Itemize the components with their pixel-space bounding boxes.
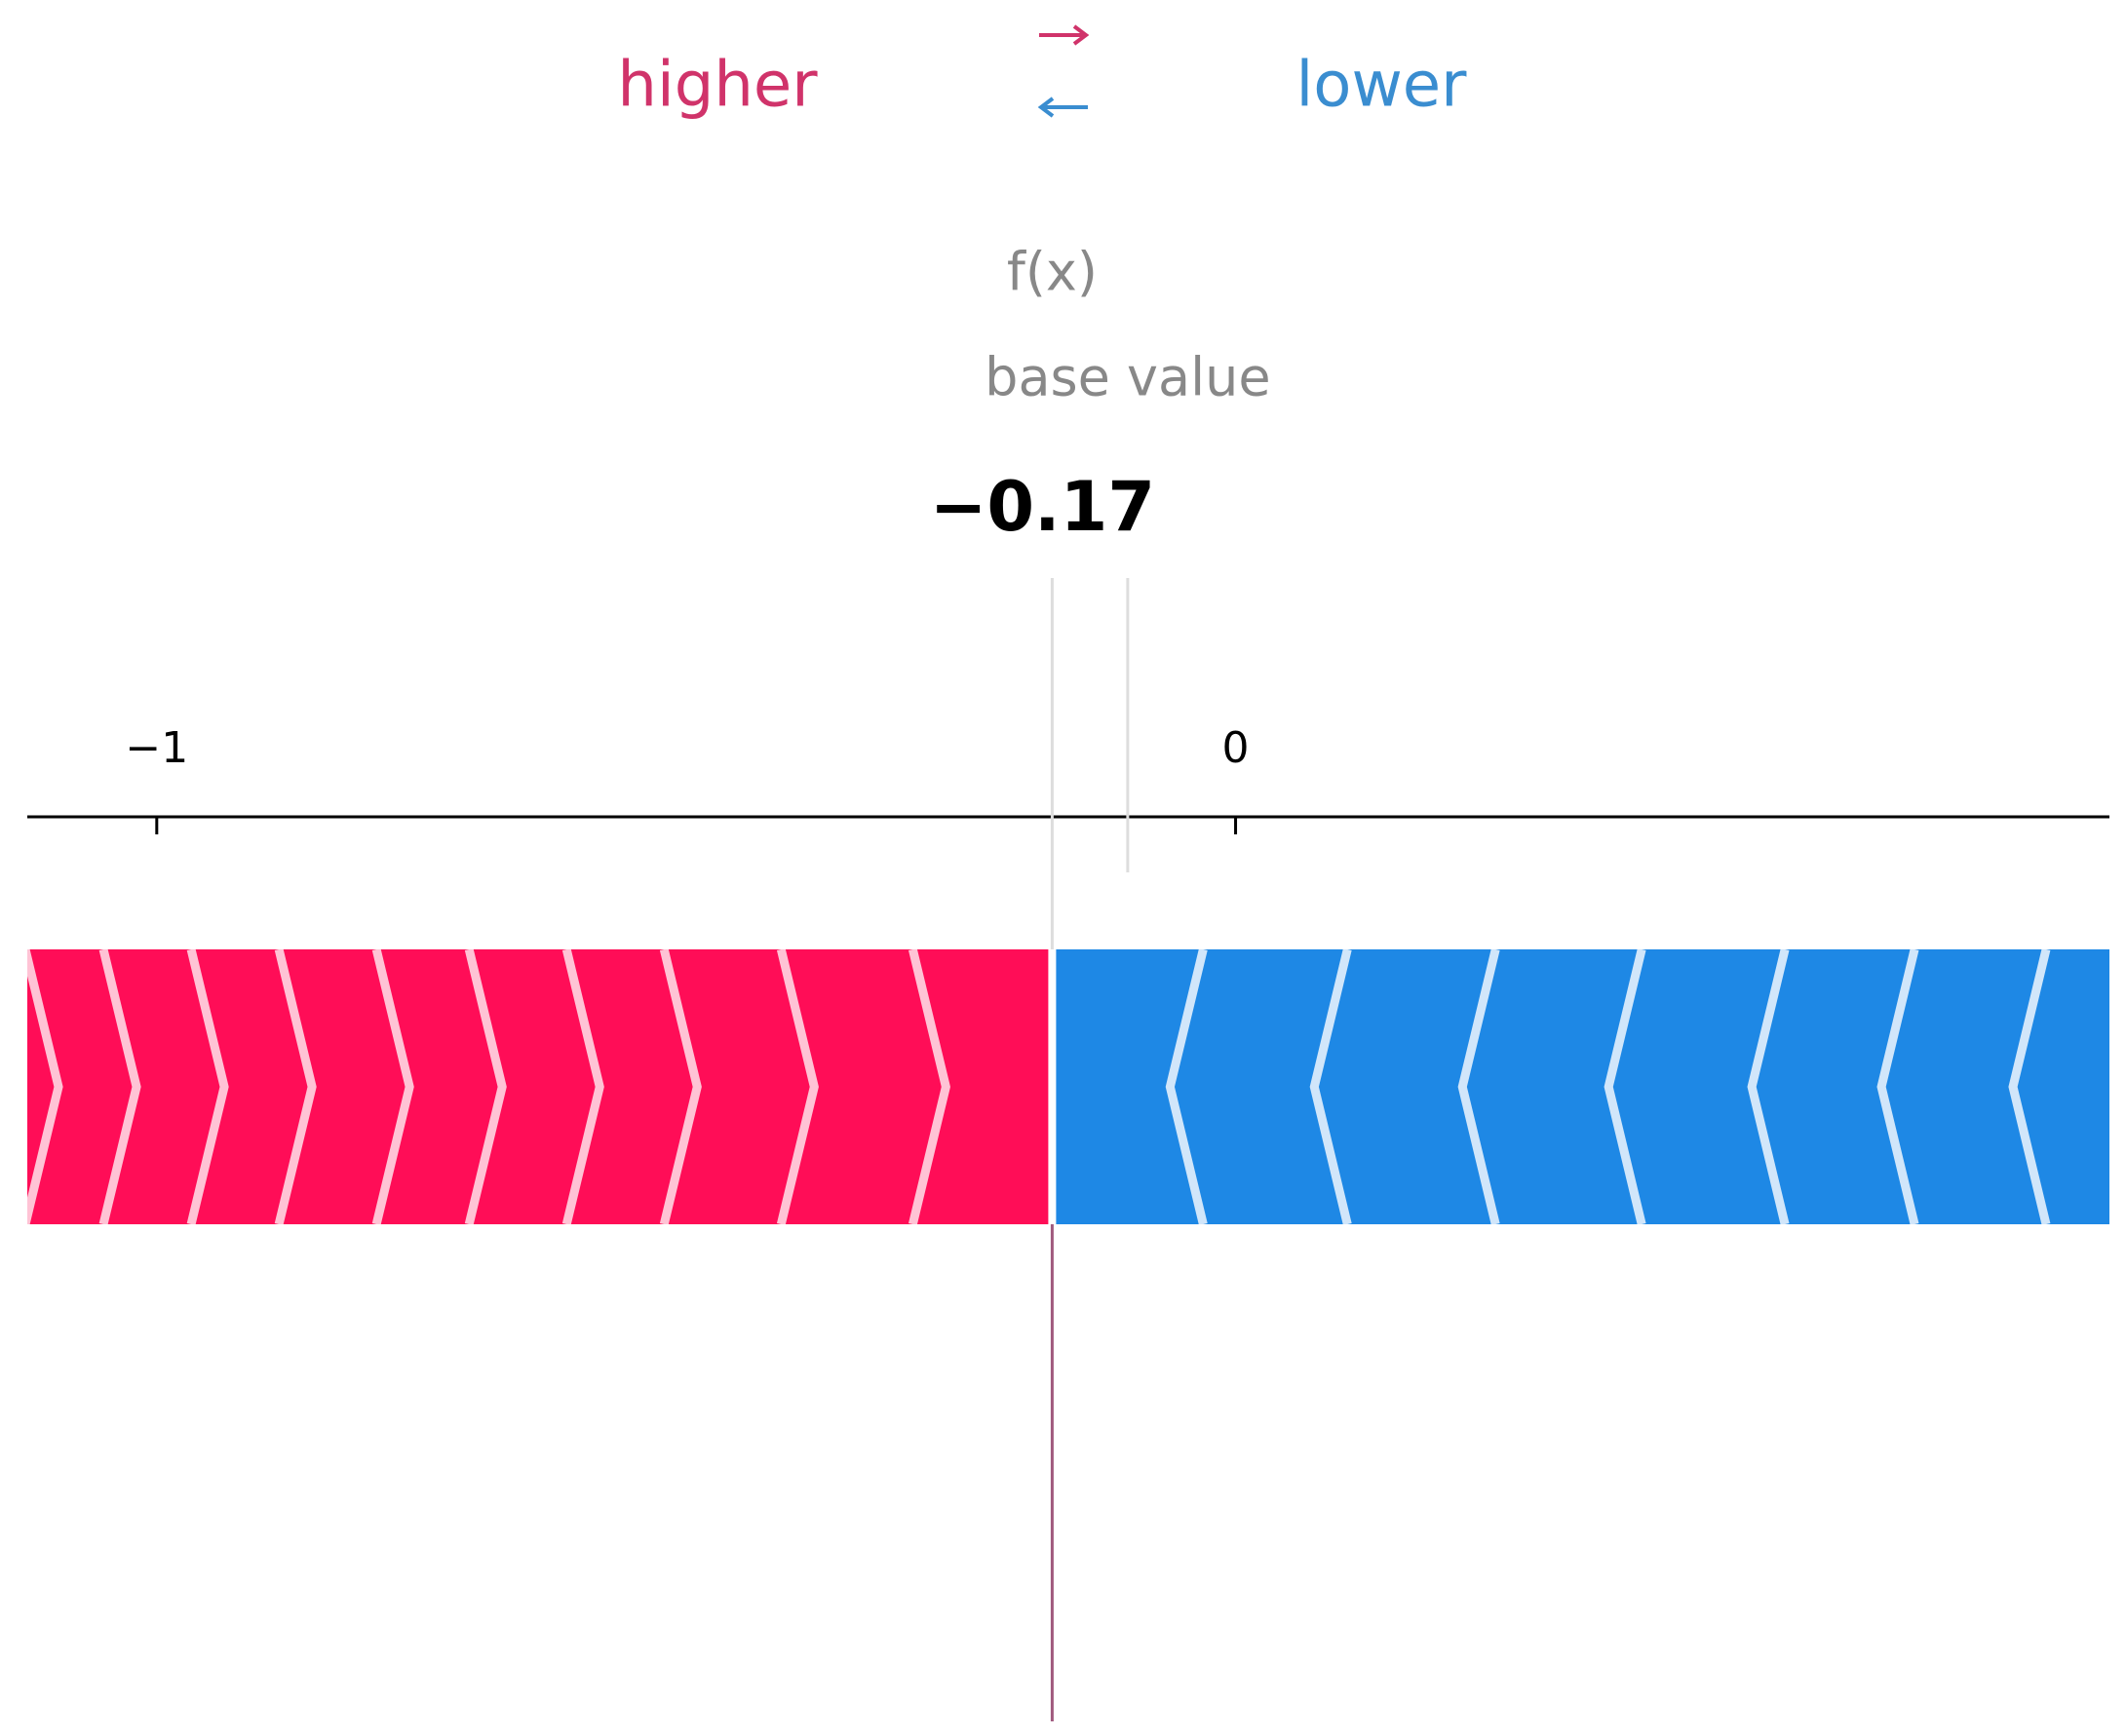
chevron [1165,949,1208,1224]
higher-bar [27,949,1049,1224]
output-label: f(x) [1007,242,1098,303]
chevron [1457,949,1500,1224]
lower-label: lower [1296,50,1468,122]
chevron [186,949,229,1224]
higher-label: higher [617,50,818,122]
x-tick-label: 0 [1222,723,1250,773]
chevron [371,949,414,1224]
chevron [464,949,507,1224]
output-value: −0.17 [930,467,1155,547]
chevron [98,949,141,1224]
chevron [1747,949,1790,1224]
chevron [1309,949,1352,1224]
chevron [1876,949,1919,1224]
arrow-right [1039,24,1090,46]
x-tick-label: −1 [125,723,188,773]
arrow-left [1037,96,1088,118]
chevron [1604,949,1646,1224]
chevron [659,949,702,1224]
lower-chevrons [1165,949,2051,1224]
chevron [27,949,63,1224]
chevron [776,949,819,1224]
base-label: base value [985,347,1270,408]
higher-chevrons [27,949,950,1224]
chevron [908,949,950,1224]
chevron [561,949,604,1224]
chevron [274,949,317,1224]
direction-arrows [1037,24,1090,118]
lower-bar [1056,949,2109,1224]
chevron [2008,949,2051,1224]
